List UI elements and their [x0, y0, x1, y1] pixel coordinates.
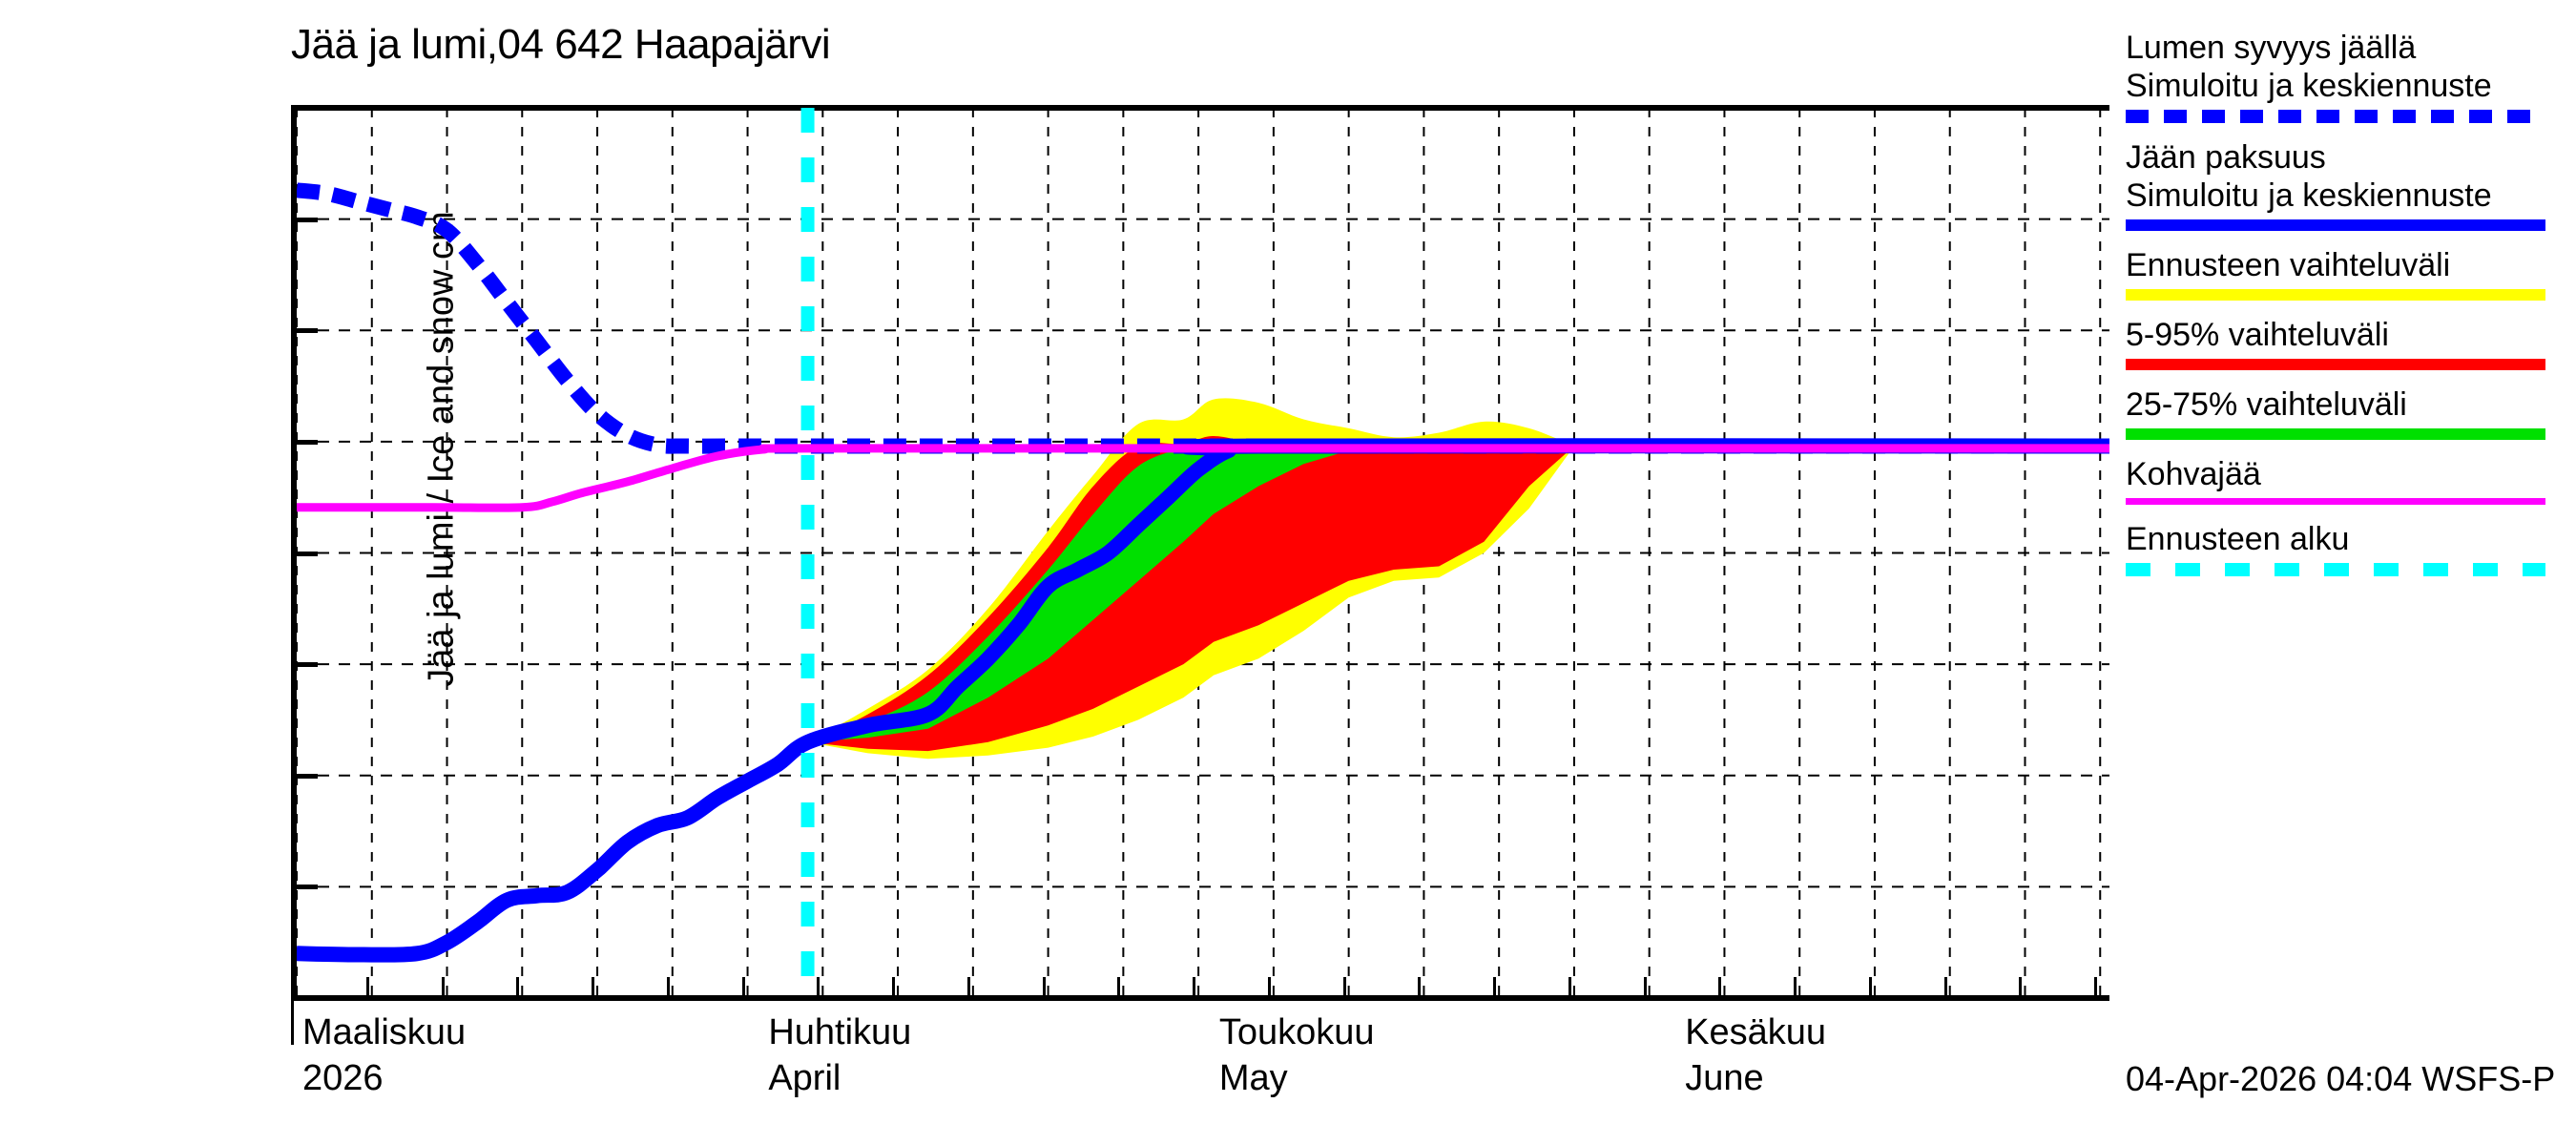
legend-item-title: 25-75% vaihteluväli — [2126, 386, 2407, 423]
x-tick-mark — [1117, 977, 1121, 998]
plot-area: Jää ja lumi / Ice and snow cm — [291, 108, 2109, 998]
y-tick-mark — [291, 885, 318, 890]
x-axis-month-label: Huhtikuu April — [768, 1010, 911, 1101]
x-month-label-en: June — [1685, 1058, 1764, 1098]
legend-item[interactable]: Ennusteen vaihteluväli — [2126, 246, 2574, 301]
x-month-label-en: 2026 — [302, 1058, 384, 1098]
x-month-label-fi: Toukokuu — [1218, 1012, 1375, 1052]
legend-swatch — [2126, 219, 2545, 231]
y-tick-mark — [291, 551, 318, 556]
legend-swatch — [2126, 563, 2545, 576]
legend-item[interactable]: 5-95% vaihteluväli — [2126, 316, 2574, 370]
x-month-label-fi: Maaliskuu — [302, 1012, 467, 1052]
y-tick-mark — [291, 773, 318, 779]
x-tick-mark — [1042, 977, 1046, 998]
legend-item[interactable]: Jään paksuus Simuloitu ja keskiennuste — [2126, 138, 2574, 231]
chart-legend: Lumen syvyys jäällä Simuloitu ja keskienn… — [2126, 29, 2574, 592]
x-tick-mark — [1267, 977, 1271, 998]
legend-item-title: Kohvajää — [2126, 456, 2261, 492]
x-tick-mark — [1193, 977, 1196, 998]
legend-item-title: Lumen syvyys jäällä — [2126, 30, 2417, 66]
y-tick-mark — [291, 328, 318, 334]
y-tick-mark — [291, 996, 318, 1001]
y-tick-mark — [291, 217, 318, 222]
legend-item-subtitle: Simuloitu ja keskiennuste — [2126, 68, 2492, 104]
legend-swatch — [2126, 110, 2545, 123]
x-axis-month-label: Toukokuu May — [1219, 1010, 1375, 1101]
plot-inner — [297, 108, 2109, 998]
x-month-label-en: May — [1218, 1058, 1288, 1098]
y-tick-mark — [291, 662, 318, 668]
legend-item[interactable]: Ennusteen alku — [2126, 520, 2574, 576]
y-tick-mark — [291, 439, 318, 445]
x-tick-mark — [365, 977, 369, 998]
x-tick-mark — [666, 977, 670, 998]
legend-item-title: Ennusteen vaihteluväli — [2126, 247, 2451, 283]
legend-swatch — [2126, 289, 2545, 301]
x-tick-mark — [1943, 977, 1947, 998]
legend-item[interactable]: Lumen syvyys jäällä Simuloitu ja keskienn… — [2126, 29, 2574, 123]
snow-depth-line — [297, 182, 2109, 454]
x-tick-mark — [516, 977, 520, 998]
x-tick-mark — [441, 977, 445, 998]
x-month-label-fi: Huhtikuu — [768, 1012, 912, 1052]
chart-canvas — [297, 108, 2109, 998]
x-tick-mark — [1868, 977, 1872, 998]
x-axis-month-label: Maaliskuu 2026 — [302, 1010, 466, 1101]
legend-swatch — [2126, 359, 2545, 370]
x-tick-mark — [741, 977, 745, 998]
x-tick-mark — [1342, 977, 1346, 998]
x-tick-mark — [1718, 977, 1722, 998]
x-tick-mark — [1794, 977, 1797, 998]
x-month-divider — [291, 1001, 294, 1045]
legend-item-title: Ennusteen alku — [2126, 521, 2350, 557]
x-tick-mark — [1493, 977, 1497, 998]
page-title: Jää ja lumi,04 642 Haapajärvi — [291, 21, 831, 68]
legend-item[interactable]: Kohvajää — [2126, 455, 2574, 505]
forecast-band — [807, 446, 1394, 742]
x-month-label-en: April — [768, 1058, 841, 1098]
x-tick-mark — [291, 958, 294, 998]
x-tick-mark — [2094, 977, 2098, 998]
x-tick-mark — [1568, 977, 1571, 998]
x-axis-month-label: Kesäkuu June — [1685, 1010, 1826, 1101]
plot-frame-bottom — [291, 995, 2109, 1001]
kohvajaa-line — [297, 444, 2109, 512]
x-tick-mark — [966, 977, 970, 998]
legend-swatch — [2126, 498, 2545, 505]
x-tick-mark — [817, 977, 821, 998]
x-tick-mark — [1418, 977, 1422, 998]
x-tick-mark — [592, 977, 595, 998]
legend-item-subtitle: Simuloitu ja keskiennuste — [2126, 177, 2492, 214]
x-tick-mark — [2019, 977, 2023, 998]
legend-item-title: Jään paksuus — [2126, 139, 2326, 176]
legend-item-title: 5-95% vaihteluväli — [2126, 317, 2389, 353]
legend-item[interactable]: 25-75% vaihteluväli — [2126, 385, 2574, 440]
x-month-label-fi: Kesäkuu — [1685, 1012, 1827, 1052]
legend-swatch — [2126, 428, 2545, 440]
y-tick-mark — [291, 106, 318, 111]
x-tick-mark — [1643, 977, 1647, 998]
x-tick-mark — [892, 977, 896, 998]
timestamp-footer: 04-Apr-2026 04:04 WSFS-P — [2126, 1059, 2556, 1098]
